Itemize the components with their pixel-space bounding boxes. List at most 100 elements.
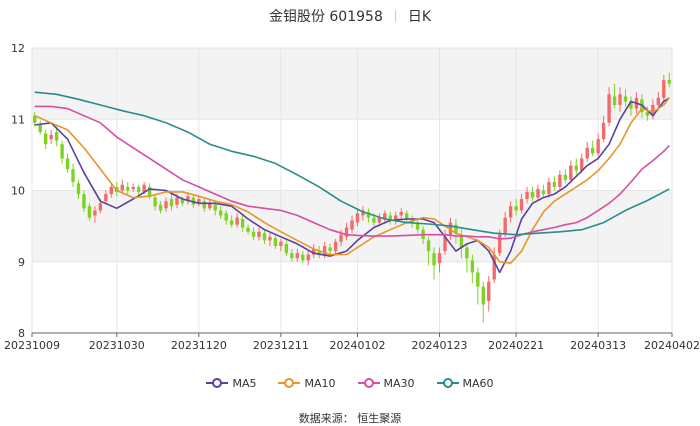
candle-body [54,132,59,141]
candle-body [257,231,261,237]
candle-body [361,210,365,216]
x-tick-label: 20240102 [329,339,385,352]
candle [563,169,568,184]
candle-body [301,254,305,261]
candle [268,233,272,247]
candle-body [580,158,584,171]
candle-body [295,253,299,259]
candle [180,196,185,207]
candle-body [476,272,480,287]
candle-body [590,147,595,154]
candle [273,234,278,249]
x-tick-label: 20240402 [644,339,700,352]
candle-body [656,97,661,105]
candle [355,208,360,227]
legend-item-ma5[interactable]: MA5 [206,377,256,390]
candle-body [519,199,524,211]
candle-body [306,254,310,261]
candle-body [229,220,234,225]
candle [519,194,524,214]
legend-swatch [436,378,459,388]
candle-body [667,80,671,84]
candle [229,215,234,228]
plot-band [32,48,672,120]
candle-body [158,204,163,211]
candle-body [235,217,239,225]
candle [295,248,299,262]
candle [383,210,387,223]
legend-label: MA5 [232,377,257,390]
candle [246,224,250,235]
candle [487,276,491,312]
y-tick-label: 12 [11,42,25,55]
candle [33,112,37,127]
candle-body [607,94,611,123]
candle [596,133,600,157]
candle [607,87,611,127]
candle [208,199,212,211]
candle-body [437,253,442,264]
candle-body [186,196,190,202]
candle-body [645,112,650,116]
candle-body [93,210,97,216]
candle-body [131,186,135,190]
y-tick-label: 9 [18,256,25,269]
candle [202,197,207,212]
candle [158,201,163,214]
candle-body [585,147,589,159]
candle [437,247,442,273]
legend-item-ma30[interactable]: MA30 [357,377,415,390]
legend-item-ma10[interactable]: MA10 [278,377,336,390]
title-separator [394,10,396,22]
candle [87,203,92,221]
candle [136,184,141,197]
candle [618,87,622,113]
candle-body [76,183,81,195]
legend-swatch [357,378,380,388]
candle [656,92,661,109]
candle-body [142,184,146,192]
stock-name: 金钼股份 601958 [268,9,383,25]
data-source: 数据来源： 恒生聚源 [298,412,402,425]
candle-body [49,134,53,140]
candle [601,115,606,143]
legend-swatch [278,378,301,388]
candle-body [377,217,382,223]
candle-body [279,241,283,247]
candle-body [164,201,168,209]
period-label: 日K [407,9,432,25]
candle-body [126,186,130,191]
candle-body [65,158,70,170]
candle-body [415,222,420,230]
legend-label: MA60 [462,377,494,390]
legend-item-ma60[interactable]: MA60 [436,377,494,390]
candle-body [618,94,622,105]
candle [558,170,562,191]
candle-body [547,181,551,195]
candle-body [372,217,376,223]
candle-body [651,105,655,116]
candle [49,129,53,145]
candle-body [541,190,546,195]
candle-body [350,220,354,230]
candle [432,247,436,280]
candle [60,140,64,164]
candle-body [552,181,557,187]
candle [284,240,289,257]
candle-body [197,199,201,204]
y-tick-label: 8 [18,327,25,340]
candle-body [33,115,37,123]
candle [470,254,475,284]
candle [235,213,239,228]
candle-body [251,231,256,237]
chart-title: 金钼股份 601958 日K [0,6,700,26]
candle [120,179,124,195]
candle [585,142,589,162]
candle [541,184,546,198]
candle [394,211,398,225]
candle [574,158,578,175]
candle [377,213,382,227]
candle [76,179,81,200]
candle-body [273,238,278,247]
candle-body [525,191,529,200]
